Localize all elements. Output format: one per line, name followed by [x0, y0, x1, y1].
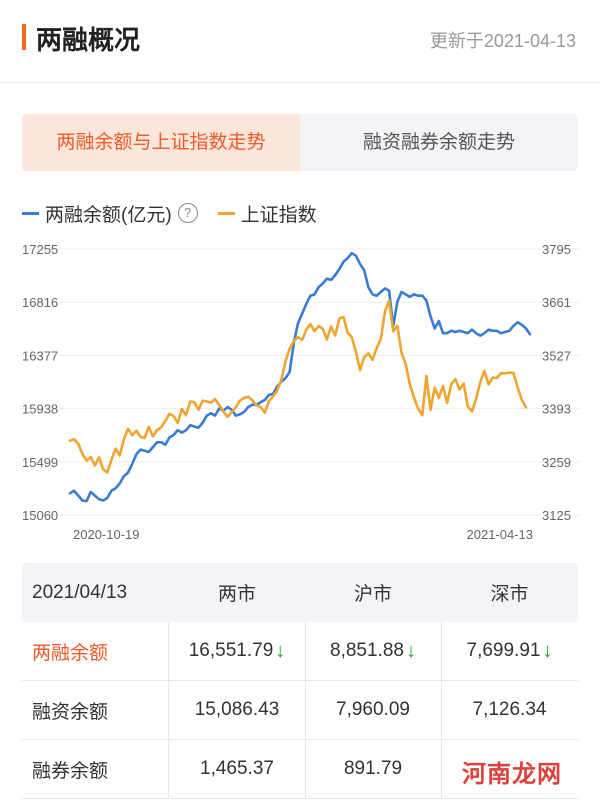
- table-row: 两融余额 16,551.79 ↓ 8,851.88 ↓ 7,699.91 ↓: [22, 622, 578, 681]
- table-row: 融资余额 15,086.43 7,960.09 7,126.34: [22, 681, 578, 740]
- cell-value: 7,960.09: [305, 681, 442, 739]
- cell-value: 1,465.37: [169, 740, 306, 798]
- series-line-shanghai-index: [68, 299, 528, 474]
- cell-value: 8,851.88 ↓: [305, 622, 442, 680]
- cell-value: 16,551.79 ↓: [169, 622, 306, 680]
- row-label-securities-lending-balance: 融券余额: [22, 740, 169, 798]
- cell-value: 7,126.34: [472, 699, 547, 720]
- left-axis-tick-label: 15499: [22, 455, 58, 470]
- right-axis-tick-label: 3661: [542, 295, 571, 310]
- left-axis-tick-label: 15060: [22, 508, 58, 523]
- right-axis-tick-label: 3527: [542, 348, 571, 363]
- cell-value: 891.79: [305, 740, 442, 798]
- cell-value: 7,699.91 ↓: [441, 622, 578, 680]
- page-header: 两融概况 更新于2021-04-13: [0, 0, 600, 83]
- left-axis-tick-label: 16816: [22, 295, 58, 310]
- chart-tabs: 两融余额与上证指数走势 融资融券余额走势: [22, 114, 578, 171]
- cell-value: 15,086.43: [169, 681, 306, 739]
- page-title: 两融概况: [36, 25, 141, 55]
- question-circle-icon[interactable]: ?: [177, 203, 198, 223]
- right-axis-tick-label: 3795: [542, 242, 571, 257]
- header-shenzhen: 深市: [490, 584, 529, 605]
- header-date: 2021/04/13: [32, 581, 128, 603]
- cell-text: 7,699.91: [466, 640, 541, 661]
- tab-margin-vs-index[interactable]: 两融余额与上证指数走势: [22, 114, 300, 171]
- legend-swatch-blue: [22, 211, 39, 215]
- left-axis-tick-label: 15938: [22, 402, 58, 417]
- right-axis-tick-label: 3125: [542, 508, 571, 523]
- header-shanghai: 沪市: [353, 584, 392, 605]
- margin-summary-table: 2021/04/13 两市 沪市 深市 两融余额 16,551.79 ↓ 8,85…: [22, 563, 578, 799]
- left-axis-tick-label: 16377: [22, 348, 58, 363]
- legend-label-shanghai-index: 上证指数: [240, 204, 317, 226]
- down-arrow-icon: ↓: [405, 639, 416, 662]
- legend-item-shanghai-index[interactable]: 上证指数: [217, 200, 317, 227]
- table-header-row: 2021/04/13 两市 沪市 深市: [22, 563, 578, 622]
- x-axis-end-label: 2021-04-13: [467, 527, 534, 542]
- right-axis-tick-label: 3393: [542, 402, 571, 417]
- x-axis-start-label: 2020-10-19: [73, 527, 140, 542]
- line-chart[interactable]: 17255 3795 16816 3661 16377 3527 15938 3393 1549…: [0, 232, 600, 552]
- cell-text: 16,551.79: [188, 640, 274, 661]
- table-row: 融券余额 1,465.37 891.79: [22, 740, 578, 799]
- header-both-markets: 两市: [217, 584, 256, 605]
- left-axis-tick-label: 17255: [22, 242, 58, 257]
- update-time: 更新于2021-04-13: [429, 31, 576, 51]
- legend-label-margin-balance: 两融余额(亿元): [45, 204, 172, 226]
- legend-item-margin-balance[interactable]: 两融余额(亿元): [22, 200, 172, 227]
- series-line-margin-balance: [68, 251, 532, 503]
- chart-legend: 两融余额(亿元) ? 上证指数: [22, 198, 317, 228]
- down-arrow-icon: ↓: [275, 639, 286, 662]
- legend-swatch-orange: [217, 211, 235, 215]
- right-axis-tick-label: 3259: [542, 455, 571, 470]
- cell-text: 8,851.88: [330, 640, 404, 661]
- down-arrow-icon: ↓: [542, 639, 553, 662]
- row-label-margin-balance: 两融余额: [22, 622, 169, 680]
- watermark-logo: 河南龙网: [462, 761, 562, 788]
- tab-financing-short-balance[interactable]: 融资融券余额走势: [362, 132, 515, 153]
- row-label-financing-balance: 融资余额: [22, 681, 169, 739]
- title-accent-bar: [22, 24, 26, 50]
